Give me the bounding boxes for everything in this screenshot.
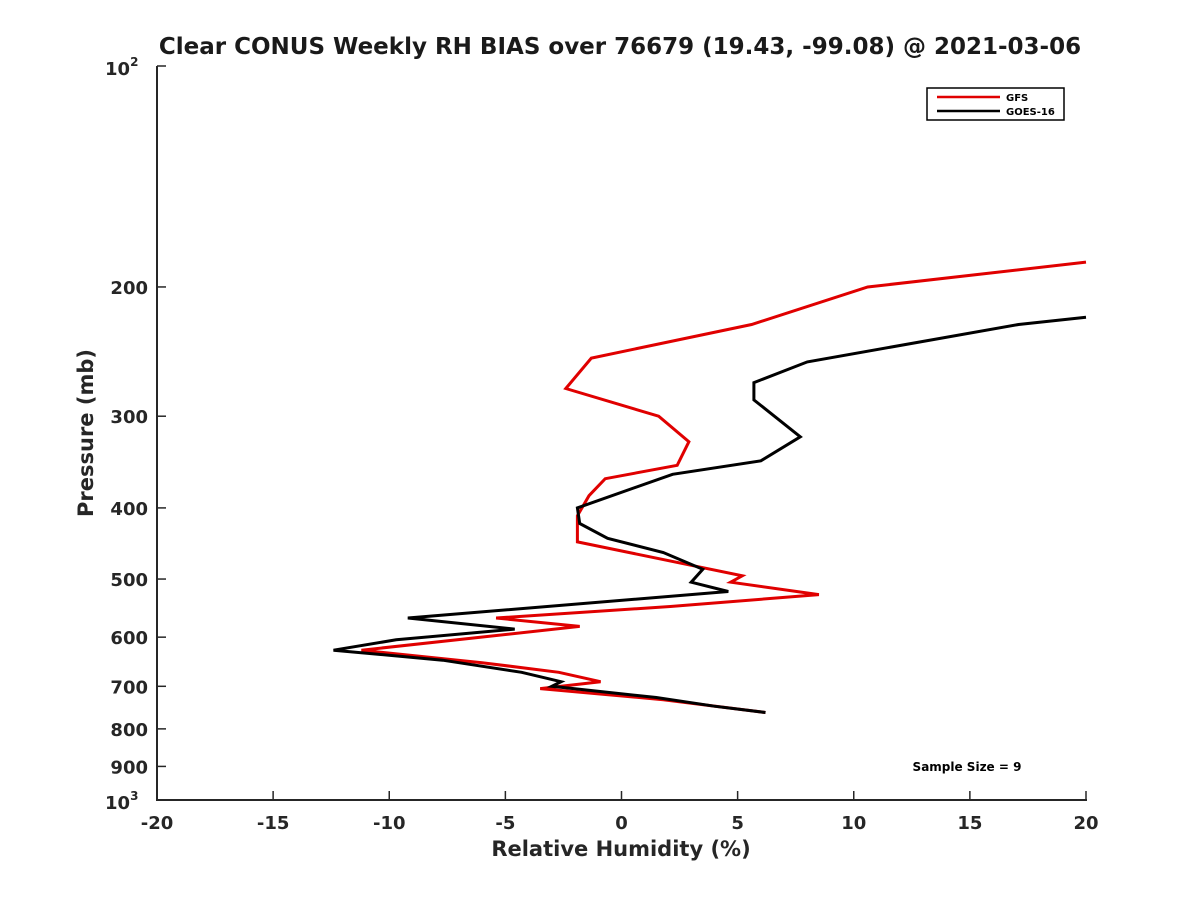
y-tick-label: 400: [110, 499, 148, 520]
legend-label-goes16: GOES-16: [1006, 107, 1055, 118]
y-tick-label: 300: [110, 407, 148, 428]
series-line-gfs: [361, 260, 1087, 714]
x-axis-label: Relative Humidity (%): [491, 837, 750, 861]
y-tick-label: 800: [110, 720, 148, 741]
x-tick-label: 5: [731, 813, 744, 834]
y-tick-label: 500: [110, 570, 148, 591]
y-tick-label: 600: [110, 628, 148, 649]
x-tick-label: 0: [615, 813, 628, 834]
x-tick-label: 15: [957, 813, 982, 834]
legend-label-gfs: GFS: [1006, 93, 1028, 104]
y-tick-label: 103: [105, 789, 138, 814]
x-tick-label: -5: [495, 813, 515, 834]
series-lines: [333, 260, 1087, 714]
series-line-goes16: [333, 315, 1087, 714]
x-tick-label: 20: [1073, 813, 1098, 834]
y-tick-label: 900: [110, 757, 148, 778]
y-tick-label: 200: [110, 278, 148, 299]
legend: GFS GOES-16: [926, 87, 1065, 121]
x-tick-label: -10: [373, 813, 406, 834]
y-tick-label: 700: [110, 677, 148, 698]
x-tick-label: -20: [141, 813, 174, 834]
chart-title: Clear CONUS Weekly RH BIAS over 76679 (1…: [159, 34, 1081, 60]
y-axis-label: Pressure (mb): [74, 349, 98, 517]
y-axis-ticks: 102 200 300 400 500 600 700 800 900 103: [105, 55, 166, 814]
sample-size-annotation: Sample Size = 9: [913, 760, 1022, 774]
x-tick-label: 10: [841, 813, 866, 834]
legend-box: [926, 87, 1065, 121]
y-tick-label: 102: [105, 55, 138, 80]
x-tick-label: -15: [257, 813, 290, 834]
x-axis-ticks: -20 -15 -10 -5 0 5 10 15 20: [141, 791, 1099, 834]
